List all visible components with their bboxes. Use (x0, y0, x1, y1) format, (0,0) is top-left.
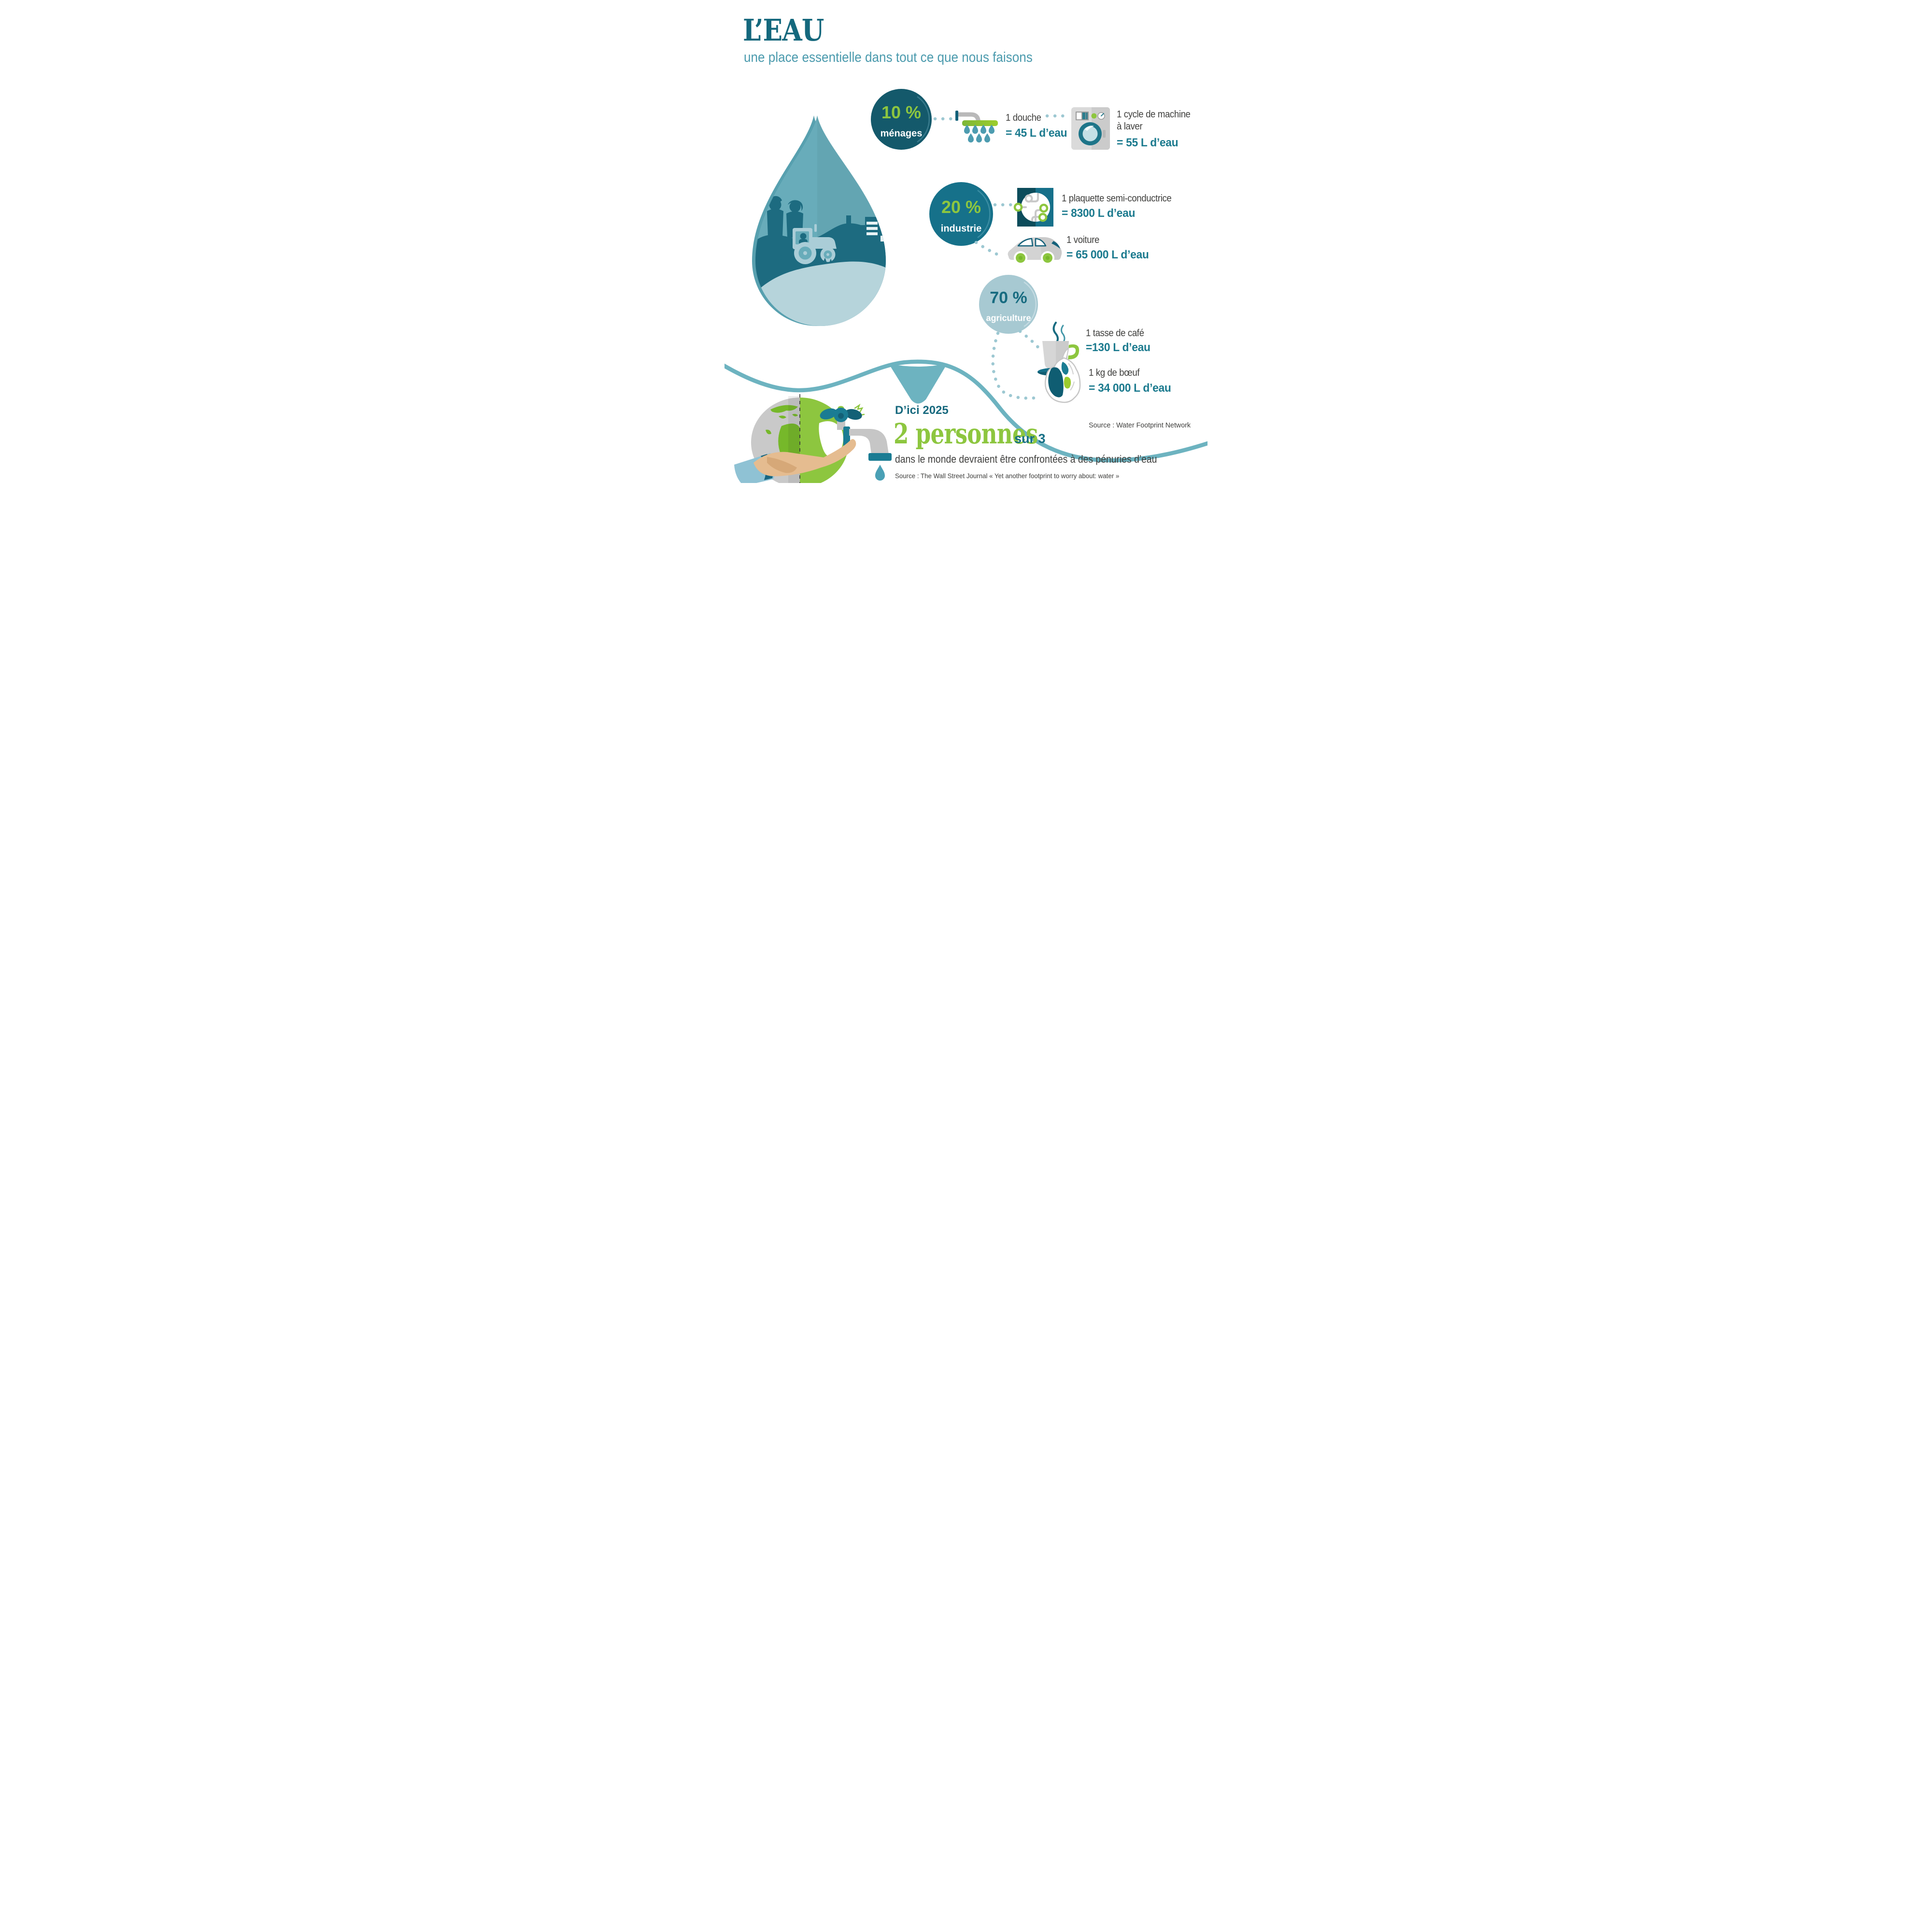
item-value-plaquette: = 8300 L d’eau (1062, 207, 1136, 220)
footer-lead: D’ici 2025 (895, 404, 949, 417)
chip-icon (1013, 188, 1053, 227)
shower-icon (955, 111, 998, 142)
water-drops (964, 125, 994, 142)
factory-icon (844, 215, 886, 248)
hand-icon (734, 439, 856, 483)
label-menages: ménages (880, 128, 923, 139)
footer-body: dans le monde devraient être confrontées… (895, 453, 1157, 465)
label-industrie: industrie (940, 223, 982, 234)
item-name-cafe: 1 tasse de café (1086, 328, 1144, 339)
beef-icon (1044, 347, 1081, 403)
water-drop-icon (752, 115, 886, 326)
footer-headline: 2 personnes (894, 417, 1038, 450)
page-subtitle: une place essentielle dans tout ce que n… (744, 50, 1033, 65)
wave-line (724, 359, 1208, 463)
source-water-footprint: Source : Water Footprint Network (1089, 421, 1191, 429)
circle-industrie (929, 182, 993, 246)
item-name-machine: 1 cycle de machine à laver (1117, 109, 1191, 132)
globe-faucet-icon (734, 394, 892, 483)
faucet-icon (820, 403, 892, 481)
item-name-douche: 1 douche (1006, 113, 1041, 123)
source-wsj: Source : The Wall Street Journal « Yet a… (895, 472, 1120, 480)
page-title: L’EAU (743, 13, 824, 48)
circle-agriculture (979, 275, 1038, 334)
item-name-plaquette: 1 plaquette semi-conductrice (1062, 193, 1172, 204)
item-value-voiture: = 65 000 L d’eau (1066, 248, 1149, 261)
percent-agriculture: 70 % (990, 288, 1027, 307)
item-value-boeuf: = 34 000 L d’eau (1089, 382, 1171, 395)
item-value-douche: = 45 L d’eau (1006, 127, 1067, 140)
footer-headline-suffix: sur 3 (1014, 431, 1046, 446)
illustration-layer (724, 89, 1208, 483)
item-value-cafe: =130 L d’eau (1086, 341, 1151, 354)
item-value-machine: = 55 L d’eau (1117, 136, 1179, 149)
dotted-connectors (933, 114, 1070, 400)
item-name-boeuf: 1 kg de bœuf (1089, 368, 1140, 378)
infographic-page: L’EAU une place essentielle dans tout ce… (724, 0, 1208, 483)
faucet-drop-icon (875, 465, 885, 481)
wave-drop-tip (889, 364, 947, 404)
percent-menages: 10 % (881, 102, 922, 122)
car-icon (1008, 237, 1062, 265)
washing-machine-icon (1071, 107, 1110, 150)
percent-industrie: 20 % (941, 197, 981, 217)
circle-menages (871, 89, 932, 150)
item-name-voiture: 1 voiture (1066, 235, 1099, 245)
tractor-icon (793, 224, 837, 264)
label-agriculture: agriculture (986, 313, 1031, 323)
